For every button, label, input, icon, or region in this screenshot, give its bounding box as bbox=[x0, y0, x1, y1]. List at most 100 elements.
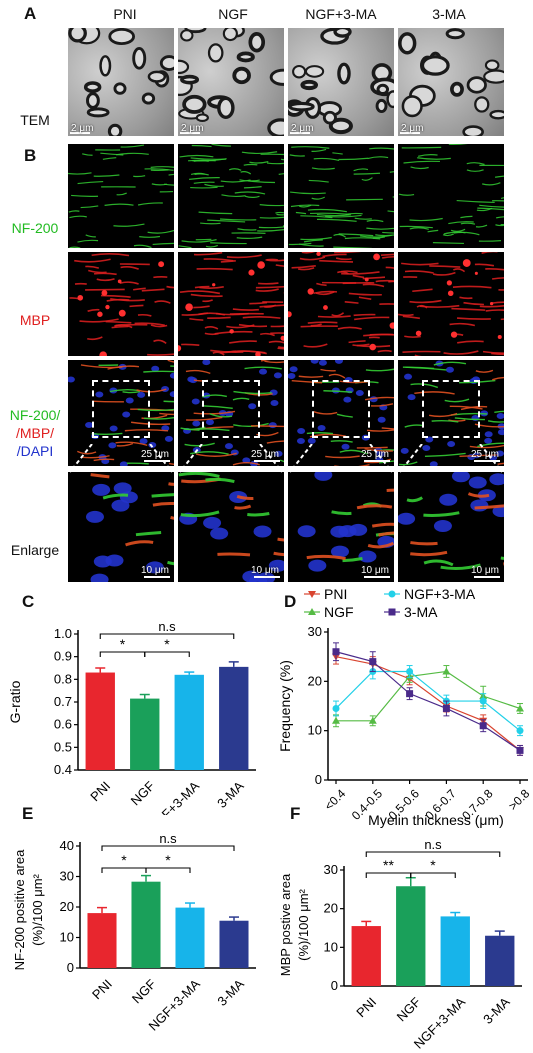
row-label-mbp: MBP bbox=[19, 312, 51, 328]
row-label-nf200: NF-200 bbox=[11, 220, 59, 236]
significance-bracket bbox=[145, 867, 191, 873]
scale-label: 10 μm bbox=[251, 565, 279, 576]
point-ngf-3-ma bbox=[479, 697, 487, 705]
scale-label: 25 μm bbox=[361, 449, 389, 460]
mbp-image-ngf-3ma bbox=[288, 252, 394, 356]
bar-pni bbox=[85, 672, 115, 770]
point-ngf-3-ma bbox=[406, 667, 414, 675]
y-tick-label: 30 bbox=[60, 869, 74, 884]
mbp-image-ngf bbox=[178, 252, 284, 356]
point-3-ma bbox=[332, 648, 340, 656]
y-tick-label: 40 bbox=[60, 838, 74, 853]
panel-label-f: F bbox=[290, 804, 301, 823]
scale-bar bbox=[290, 132, 310, 134]
significance-bracket bbox=[99, 633, 235, 639]
bar-3-ma bbox=[219, 666, 249, 770]
x-tick-label: PNI bbox=[89, 976, 115, 1002]
scale-bar bbox=[144, 460, 170, 462]
x-tick-label: 3-MA bbox=[214, 778, 247, 811]
y-tick-label: 10 bbox=[60, 930, 74, 945]
y-tick-label: 0.8 bbox=[54, 671, 72, 686]
significance-label: * bbox=[120, 636, 126, 652]
x-tick-label: PNI bbox=[353, 994, 379, 1020]
x-axis-label: Myelin thickness (μm) bbox=[368, 812, 504, 828]
roi-box bbox=[312, 380, 370, 438]
row-label-tem: TEM bbox=[20, 112, 50, 128]
y-tick-label: 30 bbox=[308, 624, 322, 639]
scale-bar bbox=[400, 132, 420, 134]
point-ngf-3-ma bbox=[332, 704, 340, 712]
scale-bar bbox=[70, 132, 90, 134]
tem-image-ngf: 2 μm bbox=[178, 28, 284, 136]
significance-label: ** bbox=[383, 857, 394, 873]
panel-label-e: E bbox=[22, 804, 34, 823]
merge-image-pni: 25 μm bbox=[68, 360, 174, 466]
y-tick-label: 1.0 bbox=[54, 626, 72, 641]
x-tick-label: NGF bbox=[129, 976, 159, 1006]
bar-ngf bbox=[396, 886, 426, 986]
significance-bracket bbox=[99, 651, 146, 657]
merge-label-nf200: NF-200/ bbox=[9, 407, 61, 423]
roi-box bbox=[92, 380, 150, 438]
significance-label: * bbox=[165, 852, 171, 868]
significance-bracket bbox=[101, 845, 235, 851]
x-tick-label: NGF bbox=[394, 994, 424, 1024]
bar-pni bbox=[87, 913, 117, 968]
enlarge-image-3ma: 10 μm bbox=[398, 472, 504, 582]
x-tick-label: NGF bbox=[128, 778, 158, 808]
significance-label: n.s bbox=[159, 831, 177, 846]
y-axis-label-unit: (%)/100 μm² bbox=[30, 873, 45, 945]
point-ngf bbox=[442, 667, 451, 675]
series-line-ngf bbox=[336, 670, 521, 722]
column-header-ngf: NGF bbox=[218, 6, 248, 22]
series-line-ngf-3-ma bbox=[335, 670, 521, 732]
scale-label: 25 μm bbox=[471, 449, 499, 460]
scale-label: 10 μm bbox=[471, 565, 499, 576]
y-tick-label: 0.4 bbox=[54, 762, 72, 777]
column-header-pni: PNI bbox=[113, 6, 137, 22]
y-tick-label: 0.9 bbox=[54, 649, 72, 664]
y-tick-label: 10 bbox=[308, 723, 322, 738]
point-ngf bbox=[332, 716, 340, 724]
nf200-image-pni bbox=[68, 144, 174, 248]
tem-image-3ma: 2 μm bbox=[398, 28, 504, 136]
scale-label: 2 μm bbox=[71, 123, 94, 134]
significance-bracket bbox=[101, 867, 147, 873]
enlarge-image-ngf: 10 μm bbox=[178, 472, 284, 582]
legend-marker bbox=[308, 608, 316, 615]
scale-bar bbox=[254, 576, 280, 578]
point-3-ma bbox=[369, 658, 377, 666]
panel-label-d: D bbox=[284, 592, 297, 611]
significance-bracket bbox=[365, 851, 501, 857]
legend-marker bbox=[388, 608, 396, 616]
scale-label: 2 μm bbox=[401, 123, 424, 134]
x-tick-label: PNI bbox=[87, 778, 113, 804]
panel-label-a: A bbox=[24, 4, 37, 23]
nf200-image-ngf bbox=[178, 144, 284, 248]
merge-label-dapi: /DAPI bbox=[16, 443, 54, 459]
y-tick-label: 0.6 bbox=[54, 717, 72, 732]
merge-image-ngf: 25 μm bbox=[178, 360, 284, 466]
point-3-ma bbox=[516, 746, 524, 754]
x-tick-label: 3-MA bbox=[214, 976, 247, 1009]
scale-label: 10 μm bbox=[361, 565, 389, 576]
point-3-ma bbox=[442, 704, 450, 712]
scale-bar bbox=[474, 576, 500, 578]
mbp-image-pni bbox=[68, 252, 174, 356]
scale-label: 10 μm bbox=[141, 565, 169, 576]
legend-marker bbox=[388, 590, 396, 598]
scale-bar bbox=[364, 460, 390, 462]
y-tick-label: 20 bbox=[324, 901, 338, 916]
bar-ngf bbox=[131, 881, 161, 968]
bar-ngf-3-ma bbox=[175, 907, 205, 968]
panel-label-b: B bbox=[24, 146, 37, 165]
scale-bar bbox=[180, 132, 200, 134]
legend-marker bbox=[308, 591, 316, 598]
x-tick-label: 3-MA bbox=[480, 994, 513, 1027]
scale-label: 25 μm bbox=[141, 449, 169, 460]
y-tick-label: 0 bbox=[315, 772, 322, 787]
series-line-pni bbox=[335, 656, 521, 751]
